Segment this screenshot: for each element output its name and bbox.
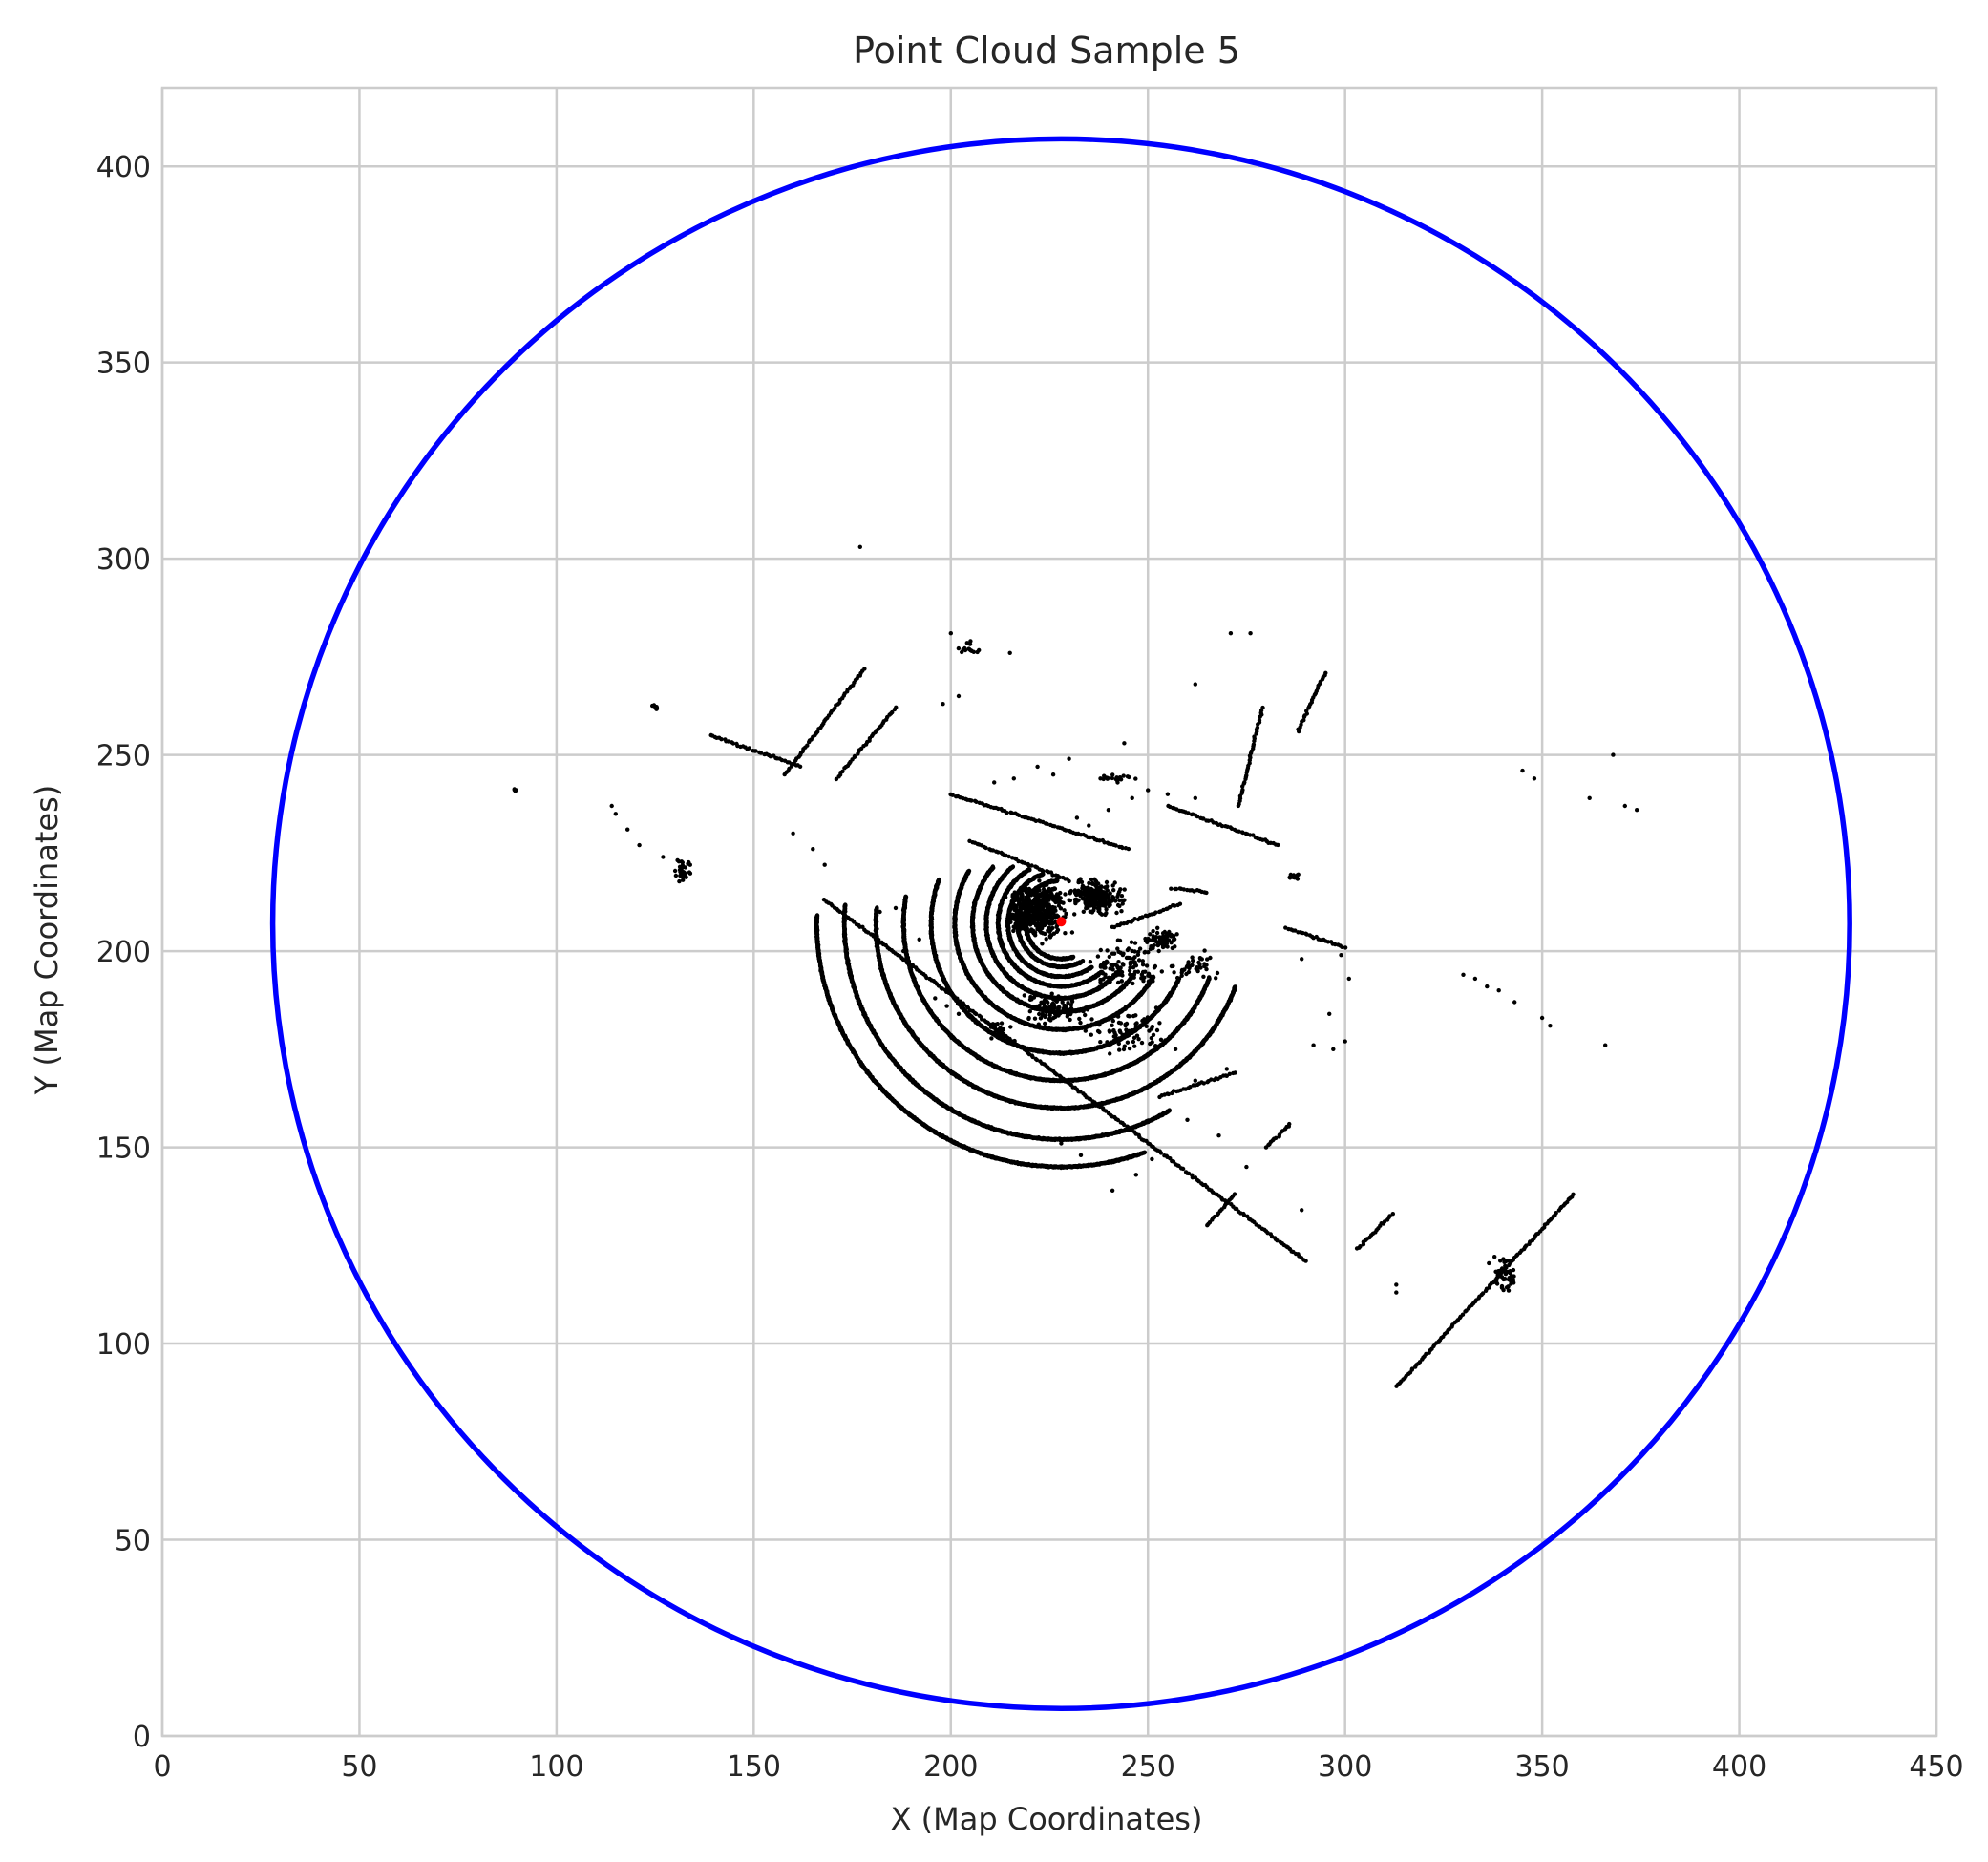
arc-point xyxy=(1089,964,1094,970)
arc-point xyxy=(1070,954,1076,960)
point-cloud xyxy=(512,544,1639,1388)
arc-point xyxy=(1080,959,1086,963)
